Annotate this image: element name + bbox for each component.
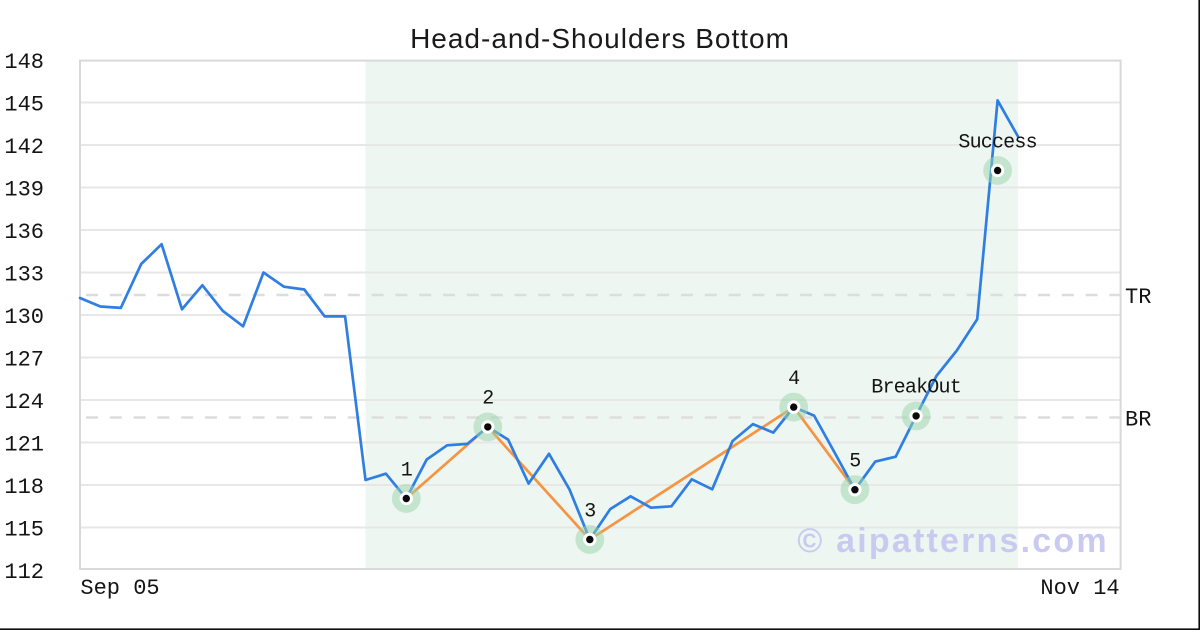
svg-text:2: 2 [482,388,493,411]
svg-text:148: 148 [4,50,44,75]
svg-text:5: 5 [849,451,860,474]
svg-text:142: 142 [4,135,44,160]
svg-text:124: 124 [4,390,44,415]
svg-text:BR: BR [1125,407,1151,432]
svg-text:3: 3 [584,500,595,523]
svg-text:Sep 05: Sep 05 [80,576,159,601]
svg-text:Nov 14: Nov 14 [1040,576,1119,601]
svg-text:127: 127 [4,347,44,372]
svg-text:121: 121 [4,432,44,457]
svg-text:139: 139 [4,177,44,202]
svg-text:133: 133 [4,262,44,287]
svg-text:145: 145 [4,92,44,117]
svg-text:118: 118 [4,475,44,500]
svg-text:4: 4 [788,368,799,391]
svg-text:112: 112 [4,560,44,585]
svg-text:TR: TR [1125,285,1151,310]
svg-text:Head-and-Shoulders Bottom: Head-and-Shoulders Bottom [410,23,790,54]
svg-text:Success: Success [958,131,1036,154]
svg-text:BreakOut: BreakOut [871,377,961,400]
svg-text:136: 136 [4,220,44,245]
svg-text:© aipatterns.com: © aipatterns.com [797,522,1109,560]
svg-text:115: 115 [4,517,44,542]
svg-text:130: 130 [4,305,44,330]
svg-text:1: 1 [401,459,413,482]
